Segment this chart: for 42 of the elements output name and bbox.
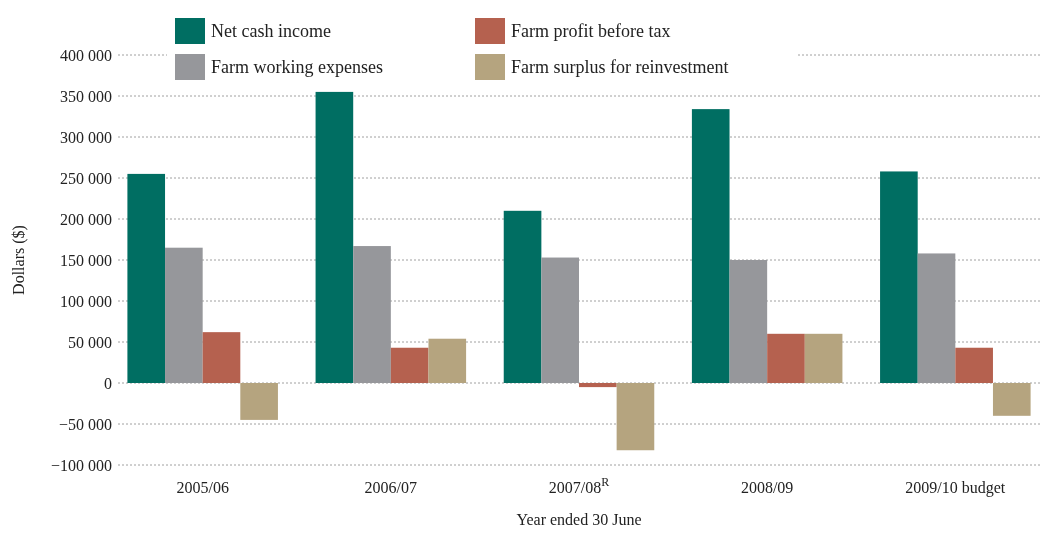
bar — [202, 332, 241, 383]
y-tick-label: 100 000 — [60, 292, 112, 310]
legend-label: Farm profit before tax — [511, 21, 671, 41]
bar — [992, 383, 1031, 416]
bar — [165, 247, 203, 383]
x-axis-title: Year ended 30 June — [516, 511, 642, 528]
x-tick-label: 2005/06 — [176, 479, 229, 496]
legend-label: Farm surplus for reinvestment — [511, 57, 729, 77]
y-tick-label: 50 000 — [68, 333, 112, 351]
y-tick-label: 300 000 — [60, 128, 112, 146]
x-tick-label: 2009/10 budget — [905, 479, 1006, 497]
x-tick-label: 2007/08$^{R}$ — [548, 475, 610, 496]
y-tick-label: 150 000 — [60, 251, 112, 269]
y-tick-label: 250 000 — [60, 169, 112, 187]
bar — [691, 109, 730, 383]
bar — [579, 383, 617, 388]
bar — [767, 333, 805, 383]
bar — [353, 246, 391, 383]
bar — [428, 338, 467, 383]
bar — [917, 253, 956, 383]
x-tick-label: 2008/09 — [740, 479, 794, 496]
bar — [503, 210, 542, 383]
bar — [315, 91, 354, 383]
bar — [541, 257, 579, 383]
y-tick-label: −100 000 — [50, 456, 112, 474]
bar — [390, 347, 429, 383]
y-axis-title: Dollars ($) — [10, 225, 28, 295]
bar — [955, 347, 993, 383]
y-tick-label: 0 — [104, 374, 112, 392]
bar — [616, 383, 655, 451]
legend-label: Net cash income — [211, 21, 331, 41]
bar — [240, 383, 278, 420]
x-tick-label: 2006/07 — [364, 479, 418, 496]
y-tick-label: 350 000 — [60, 87, 112, 105]
bar — [127, 173, 166, 383]
bar — [729, 260, 768, 383]
bar — [804, 333, 843, 383]
legend-label: Farm working expenses — [211, 57, 383, 77]
bar — [880, 171, 918, 383]
y-tick-label: 400 000 — [60, 46, 112, 64]
y-tick-label: −50 000 — [58, 415, 112, 433]
y-tick-label: 200 000 — [60, 210, 112, 228]
